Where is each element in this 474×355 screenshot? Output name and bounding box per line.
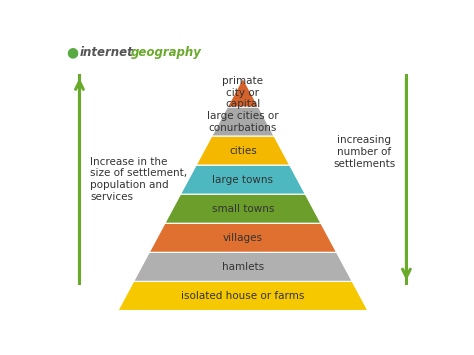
Text: villages: villages (223, 233, 263, 243)
Text: small towns: small towns (212, 204, 274, 214)
Polygon shape (212, 107, 274, 136)
Text: increasing
number of
settlements: increasing number of settlements (333, 135, 395, 169)
Polygon shape (228, 78, 258, 107)
Text: geography: geography (131, 46, 202, 59)
Polygon shape (165, 194, 321, 223)
Text: primate
city or
capital: primate city or capital (222, 76, 264, 109)
Text: large cities or
conurbations: large cities or conurbations (207, 111, 279, 132)
Polygon shape (118, 282, 368, 311)
Text: internet: internet (80, 46, 133, 59)
Polygon shape (196, 136, 290, 165)
Polygon shape (149, 223, 337, 252)
Polygon shape (181, 165, 305, 194)
Text: isolated house or farms: isolated house or farms (181, 291, 305, 301)
Polygon shape (134, 252, 352, 282)
Text: ●: ● (66, 45, 79, 59)
Text: large towns: large towns (212, 175, 273, 185)
Text: Increase in the
size of settlement,
population and
services: Increase in the size of settlement, popu… (91, 157, 188, 202)
Text: hamlets: hamlets (222, 262, 264, 272)
Text: cities: cities (229, 146, 257, 156)
